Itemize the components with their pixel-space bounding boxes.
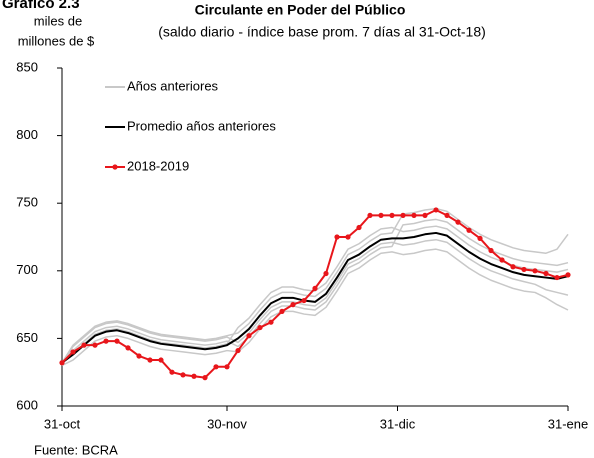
legend-label: Promedio años anteriores	[127, 118, 276, 133]
x-tick-label: 31-dic	[380, 416, 416, 431]
line	[61, 225, 569, 362]
x-tick-label: 30-nov	[207, 416, 247, 431]
y-tick-label: 700	[16, 262, 38, 277]
marker	[400, 212, 406, 218]
marker	[477, 235, 483, 241]
marker	[224, 364, 230, 370]
marker	[554, 274, 560, 281]
marker	[235, 347, 241, 354]
marker	[114, 338, 120, 344]
y-tick-label: 850	[16, 59, 38, 74]
line	[61, 248, 569, 367]
y-tick-label: 650	[16, 330, 38, 345]
marker	[565, 272, 571, 278]
marker	[334, 234, 340, 240]
marker	[521, 266, 527, 273]
marker	[81, 342, 87, 348]
marker	[543, 270, 549, 277]
marker	[444, 212, 450, 218]
legend-marker	[112, 164, 118, 170]
marker	[433, 207, 439, 213]
marker	[455, 219, 461, 225]
marker	[323, 270, 329, 277]
chart-title: Circulante en Poder del Público	[195, 2, 406, 18]
marker	[125, 345, 131, 351]
marker	[466, 227, 472, 233]
line	[61, 207, 569, 364]
marker	[257, 324, 263, 331]
marker	[191, 373, 197, 379]
x-tick-label: 31-ene	[548, 416, 588, 431]
chart-label: Gráfico 2.3	[2, 0, 80, 12]
y-axis-label: miles de	[34, 13, 82, 28]
legend-label: 2018-2019	[127, 158, 189, 173]
y-tick-label: 750	[16, 195, 38, 210]
marker	[92, 342, 98, 348]
marker	[389, 212, 395, 218]
marker	[268, 319, 274, 325]
marker	[70, 349, 76, 355]
marker	[378, 212, 384, 218]
marker	[422, 212, 428, 218]
marker	[202, 375, 208, 381]
source: Fuente: BCRA	[34, 442, 118, 457]
marker	[356, 224, 362, 231]
marker	[158, 357, 164, 363]
marker	[532, 268, 538, 274]
marker	[488, 247, 494, 254]
line	[61, 231, 569, 364]
marker	[136, 353, 142, 359]
y-tick-label: 800	[16, 127, 38, 142]
marker	[301, 297, 307, 304]
marker	[180, 372, 186, 378]
marker	[59, 360, 65, 366]
marker	[103, 338, 109, 344]
marker	[345, 234, 351, 240]
marker	[279, 308, 285, 314]
line	[61, 218, 569, 365]
legend-label: Años anteriores	[127, 78, 219, 93]
marker	[169, 369, 175, 375]
marker	[147, 357, 153, 363]
y-axis-label: millones de $	[18, 33, 95, 48]
marker	[246, 333, 252, 339]
marker	[411, 212, 417, 218]
marker	[312, 285, 318, 291]
line	[61, 238, 569, 366]
marker	[290, 302, 296, 308]
y-tick-label: 600	[16, 397, 38, 412]
marker	[213, 364, 219, 370]
marker	[510, 264, 516, 270]
chart-subtitle: (saldo diario - índice base prom. 7 días…	[158, 24, 486, 40]
marker	[367, 212, 373, 218]
marker	[499, 257, 505, 263]
x-tick-label: 31-oct	[44, 416, 81, 431]
line	[61, 208, 569, 379]
